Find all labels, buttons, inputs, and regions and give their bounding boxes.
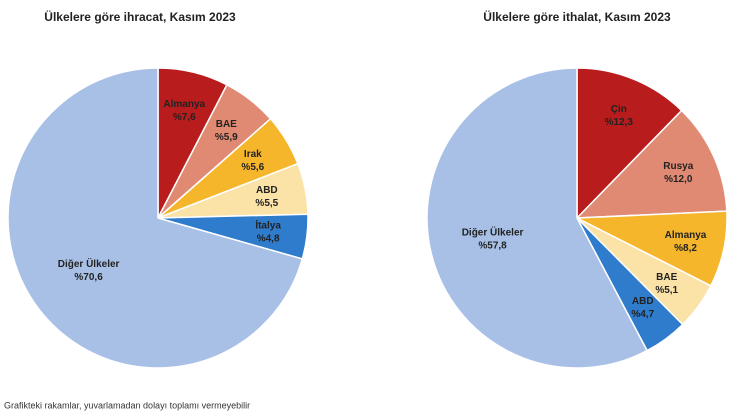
slice-label: Almanya: [163, 99, 205, 110]
slice-label: Rusya: [663, 161, 693, 172]
pie-slice: [7, 67, 304, 369]
slice-label: Almanya: [665, 230, 707, 241]
slice-label: İtalya: [255, 219, 281, 232]
slice-value: %4,7: [631, 309, 654, 320]
slice-label: Diğer Ülkeler: [462, 226, 524, 239]
slice-value: %57,8: [478, 241, 507, 252]
chart-title: Ülkelere göre ihracat, Kasım 2023: [44, 9, 236, 24]
slice-value: %5,6: [241, 162, 264, 173]
slice-label: Çin: [611, 104, 627, 115]
slice-value: %12,0: [664, 174, 693, 185]
slice-value: %5,9: [215, 132, 238, 143]
slice-value: %4,8: [257, 234, 280, 245]
slice-value: %5,5: [255, 198, 278, 209]
slice-value: %5,1: [655, 285, 678, 296]
slice-label: Irak: [244, 149, 262, 160]
slice-label: BAE: [656, 272, 677, 283]
pie-slice: [426, 67, 649, 369]
slice-value: %7,6: [173, 112, 196, 123]
pie-slice: [575, 109, 728, 219]
footnote: Grafikteki rakamlar, yuvarlamadan dolayı…: [4, 400, 250, 410]
slice-value: %12,3: [605, 117, 634, 128]
slice-label: BAE: [216, 119, 237, 130]
slice-label: Diğer Ülkeler: [58, 257, 120, 270]
slice-value: %70,6: [74, 272, 103, 283]
slice-label: ABD: [256, 185, 278, 196]
pie-slice: [576, 67, 683, 220]
slice-label: ABD: [632, 296, 654, 307]
slice-value: %8,2: [674, 243, 697, 254]
chart-title: Ülkelere göre ithalat, Kasım 2023: [483, 9, 671, 24]
